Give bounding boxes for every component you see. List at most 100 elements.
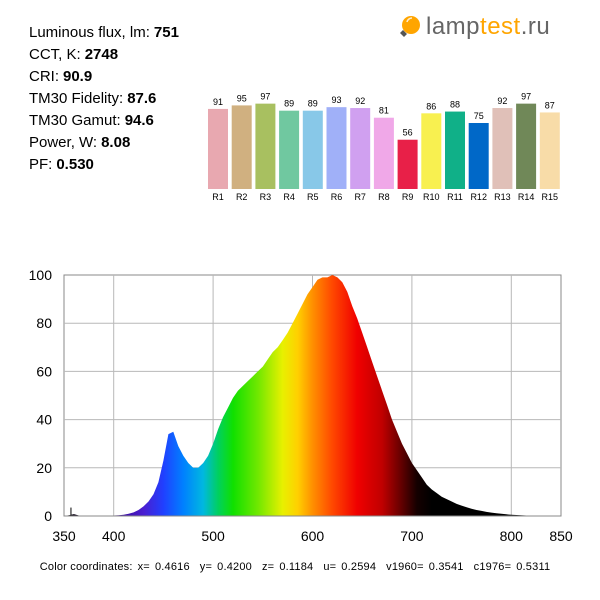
- bar-category-label: R12: [470, 192, 487, 202]
- bar-category-label: R14: [518, 192, 535, 202]
- bar-value-label: 75: [474, 111, 484, 121]
- x-tick-label: 850: [549, 528, 573, 544]
- bar-category-label: R1: [212, 192, 224, 202]
- y-tick-label: 0: [44, 508, 52, 524]
- coordinates-prefix: Color coordinates:: [39, 561, 133, 573]
- bar-r13: [492, 108, 513, 189]
- bar-r7: [350, 108, 371, 189]
- coordinate-v1960: v1960= 0.3541: [386, 561, 468, 573]
- bar-category-label: R9: [402, 192, 414, 202]
- y-tick-label: 40: [36, 412, 52, 428]
- coordinate-label: u=: [323, 561, 337, 573]
- bar-r14: [516, 103, 537, 189]
- param-pf: PF: 0.530: [29, 154, 179, 176]
- x-tick-label: 500: [201, 528, 225, 544]
- bar-value-label: 86: [426, 101, 436, 111]
- logo-text-test: test: [480, 13, 521, 40]
- param-tm30-fidelity: TM30 Fidelity: 87.6: [29, 88, 179, 110]
- param-value: 8.08: [101, 134, 131, 151]
- y-tick-label: 100: [29, 267, 53, 283]
- spectrum-area: [64, 275, 561, 516]
- param-cct: CCT, K: 2748: [29, 44, 179, 66]
- bar-value-label: 97: [521, 92, 531, 102]
- bar-category-label: R3: [260, 192, 272, 202]
- param-label: Power, W:: [29, 134, 98, 151]
- coordinate-value: 0.4616: [154, 561, 190, 573]
- coordinate-value: 0.2594: [341, 561, 377, 573]
- bar-r3: [255, 103, 276, 189]
- param-label: CRI:: [29, 68, 59, 85]
- bar-value-label: 97: [260, 92, 270, 102]
- bar-r11: [445, 111, 465, 189]
- bar-value-label: 92: [355, 96, 365, 106]
- coordinate-value: 0.5311: [516, 561, 551, 573]
- coordinate-value: 0.3541: [428, 561, 464, 573]
- coordinate-y: y= 0.4200: [200, 561, 257, 573]
- bar-category-label: R10: [423, 192, 440, 202]
- param-value: 751: [153, 24, 179, 41]
- lightbulb-icon: [400, 16, 420, 37]
- color-coordinates: Color coordinates: x= 0.4616 y= 0.4200 z= 0.11…: [0, 561, 600, 573]
- y-tick-label: 20: [36, 460, 52, 476]
- logo-text: lamptest.ru: [426, 13, 550, 41]
- bar-value-label: 89: [284, 99, 294, 109]
- bar-r4: [279, 110, 300, 189]
- param-label: PF:: [29, 156, 53, 173]
- bar-r5: [302, 110, 323, 189]
- bar-value-label: 56: [403, 128, 413, 138]
- bar-value-label: 87: [545, 100, 555, 110]
- param-value: 0.530: [56, 156, 94, 173]
- coordinate-c1976: c1976= 0.5311: [474, 561, 556, 573]
- param-value: 94.6: [124, 112, 154, 129]
- bar-category-label: R6: [331, 192, 343, 202]
- coordinate-label: c1976=: [473, 561, 512, 573]
- coordinate-z: z= 0.1184: [262, 561, 318, 573]
- coordinate-u: u= 0.2594: [323, 561, 381, 573]
- bar-r2: [231, 105, 252, 189]
- param-value: 2748: [84, 46, 119, 63]
- y-tick-label: 60: [36, 363, 52, 379]
- x-tick-label: 800: [500, 528, 524, 544]
- param-value: 87.6: [127, 90, 157, 107]
- logo-text-ru: .ru: [520, 13, 551, 40]
- bar-value-label: 95: [237, 93, 247, 103]
- bar-value-label: 89: [308, 99, 318, 109]
- coordinate-label: v1960=: [386, 561, 424, 573]
- x-tick-label: 600: [301, 528, 325, 544]
- x-tick-label: 700: [400, 528, 424, 544]
- param-luminous-flux: Luminous flux, lm: 751: [29, 22, 179, 44]
- bar-r15: [539, 112, 560, 189]
- bar-value-label: 81: [379, 106, 389, 116]
- bar-category-label: R4: [283, 192, 295, 202]
- y-tick-label: 80: [36, 315, 52, 331]
- bar-value-label: 92: [497, 96, 507, 106]
- coordinate-value: 0.1184: [279, 561, 314, 573]
- bar-category-label: R11: [447, 192, 463, 202]
- bar-r1: [208, 108, 228, 189]
- bar-value-label: 93: [331, 95, 341, 105]
- bar-value-label: 88: [450, 100, 460, 110]
- x-tick-label: 400: [102, 528, 126, 544]
- bar-r12: [468, 123, 489, 189]
- param-value: 90.9: [63, 68, 93, 85]
- color-rendering-index-chart: 91 R1 95 R2 97 R3 89 R4 89 R5 93 R6 92 R7 81 R8 56 R9 86 R1…: [208, 92, 560, 202]
- bar-r9: [397, 139, 418, 189]
- bar-category-label: R15: [542, 192, 559, 202]
- coordinate-value: 0.4200: [217, 561, 252, 573]
- param-label: CCT, K:: [29, 46, 81, 63]
- bar-r6: [326, 107, 347, 189]
- bar-r10: [421, 113, 442, 189]
- param-label: TM30 Gamut:: [29, 112, 121, 129]
- parameters-panel: Luminous flux, lm: 751 CCT, K: 2748 CRI: 90…: [29, 22, 179, 176]
- param-cri: CRI: 90.9: [29, 66, 179, 88]
- site-logo[interactable]: lamptest.ru: [398, 12, 550, 42]
- param-label: TM30 Fidelity:: [29, 90, 124, 107]
- spectrum-chart: 0 20 40 60 80 100 350 400 500 600 700 800 850: [29, 267, 573, 544]
- bar-category-label: R2: [236, 192, 248, 202]
- bar-category-label: R13: [494, 192, 511, 202]
- bar-category-label: R5: [307, 192, 319, 202]
- coordinate-x: x= 0.4616: [138, 561, 195, 573]
- bar-value-label: 91: [213, 97, 223, 107]
- logo-text-lamp: lamp: [426, 13, 481, 40]
- bar-category-label: R7: [354, 192, 366, 202]
